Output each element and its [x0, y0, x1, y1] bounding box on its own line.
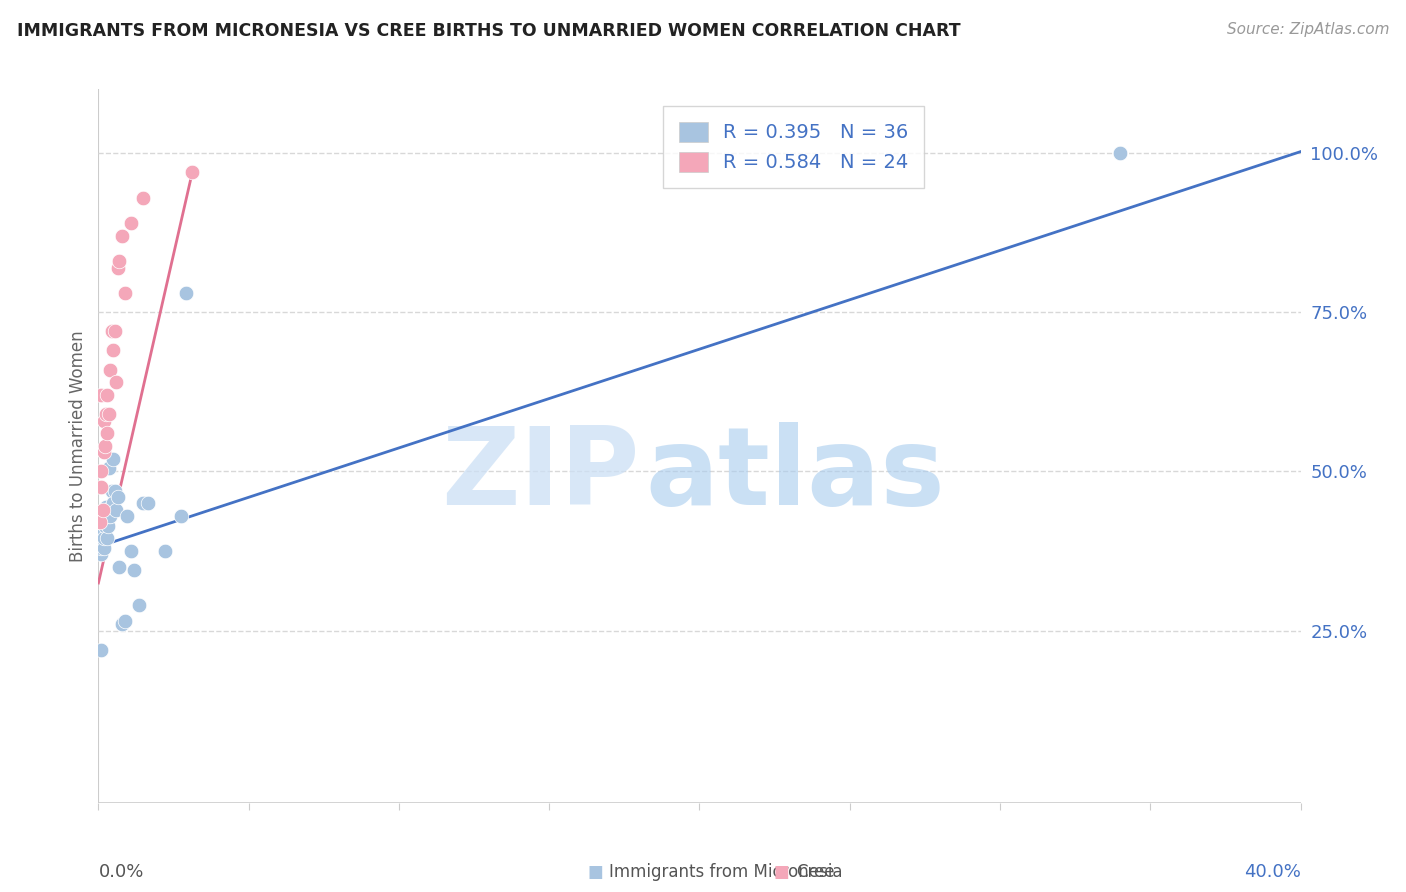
Point: [124, 563, 146, 577]
Point: [96, 532, 118, 546]
Text: 40.0%: 40.0%: [1244, 863, 1301, 881]
Point: [104, 483, 127, 498]
Point: [101, 451, 124, 466]
Point: [94, 500, 117, 514]
Legend: R = 0.395   N = 36, R = 0.584   N = 24: R = 0.395 N = 36, R = 0.584 N = 24: [664, 106, 924, 188]
Point: [136, 496, 159, 510]
Point: [94, 407, 117, 421]
Point: [100, 500, 122, 514]
Point: [111, 228, 134, 243]
Point: [90, 643, 112, 657]
Point: [170, 509, 193, 524]
Text: atlas: atlas: [645, 422, 945, 527]
Point: [108, 560, 131, 574]
Point: [153, 544, 176, 558]
Y-axis label: Births to Unmarried Women: Births to Unmarried Women: [69, 330, 87, 562]
Text: ZIP: ZIP: [441, 422, 640, 527]
Point: [115, 509, 138, 524]
Text: 0.0%: 0.0%: [98, 863, 143, 881]
Point: [114, 614, 136, 628]
Point: [105, 502, 128, 516]
Text: Cree: Cree: [796, 863, 834, 881]
Point: [121, 216, 143, 230]
Point: [97, 518, 120, 533]
Point: [89, 516, 111, 530]
Point: [93, 445, 115, 459]
Point: [97, 461, 120, 475]
Point: [100, 509, 122, 524]
Point: [128, 599, 150, 613]
Point: [107, 260, 129, 275]
Point: [105, 376, 128, 390]
Point: [91, 516, 114, 530]
Point: [180, 165, 202, 179]
Point: [101, 483, 124, 498]
Point: [96, 388, 118, 402]
Point: [90, 547, 112, 561]
Point: [90, 388, 112, 402]
Text: ■: ■: [773, 863, 790, 881]
Point: [96, 426, 118, 441]
Point: [93, 413, 115, 427]
Point: [132, 496, 155, 510]
Point: [114, 286, 136, 301]
Point: [1109, 145, 1132, 160]
Point: [97, 509, 120, 524]
Point: [103, 343, 125, 358]
Point: [104, 324, 127, 338]
Point: [107, 490, 129, 504]
Point: [103, 496, 125, 510]
Point: [108, 254, 131, 268]
Point: [94, 509, 117, 524]
Point: [94, 439, 117, 453]
Point: [93, 532, 115, 546]
Point: [101, 324, 124, 338]
Point: [111, 617, 134, 632]
Point: [96, 506, 118, 520]
Point: [90, 541, 112, 555]
Point: [100, 362, 122, 376]
Point: [174, 286, 197, 301]
Text: IMMIGRANTS FROM MICRONESIA VS CREE BIRTHS TO UNMARRIED WOMEN CORRELATION CHART: IMMIGRANTS FROM MICRONESIA VS CREE BIRTH…: [17, 22, 960, 40]
Text: Source: ZipAtlas.com: Source: ZipAtlas.com: [1226, 22, 1389, 37]
Point: [121, 544, 143, 558]
Point: [97, 407, 120, 421]
Point: [93, 541, 115, 555]
Point: [91, 528, 114, 542]
Point: [132, 190, 155, 204]
Point: [91, 502, 114, 516]
Text: Immigrants from Micronesia: Immigrants from Micronesia: [609, 863, 842, 881]
Point: [90, 480, 112, 494]
Text: ■: ■: [588, 863, 603, 881]
Point: [94, 518, 117, 533]
Point: [90, 465, 112, 479]
